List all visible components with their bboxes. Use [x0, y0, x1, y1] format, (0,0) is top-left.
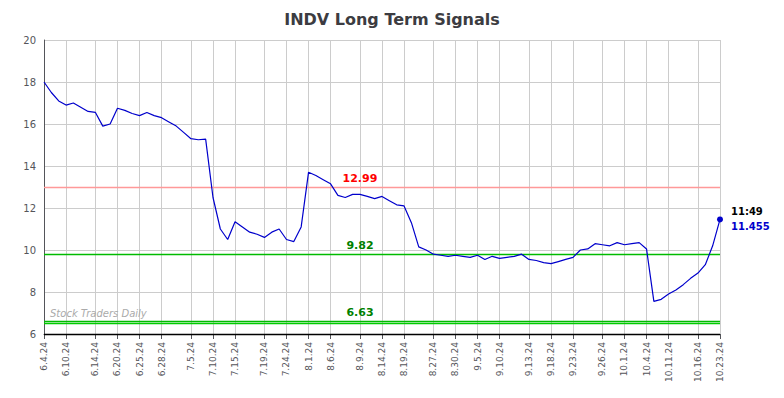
svg-text:6.10.24: 6.10.24: [61, 342, 71, 377]
svg-text:8.19.24: 8.19.24: [399, 342, 409, 377]
svg-text:10.4.24: 10.4.24: [642, 342, 652, 377]
svg-text:7.15.24: 7.15.24: [230, 342, 240, 377]
svg-text:8.1.24: 8.1.24: [304, 342, 314, 371]
svg-text:9.5.24: 9.5.24: [473, 342, 483, 371]
svg-text:7.5.24: 7.5.24: [186, 342, 196, 371]
svg-text:10.16.24: 10.16.24: [693, 342, 703, 382]
svg-text:8.30.24: 8.30.24: [450, 342, 460, 377]
svg-text:INDV Long Term Signals: INDV Long Term Signals: [284, 10, 500, 29]
svg-text:9.23.24: 9.23.24: [568, 342, 578, 377]
svg-text:10.23.24: 10.23.24: [715, 342, 725, 382]
svg-text:9.26.24: 9.26.24: [597, 342, 607, 377]
svg-text:12: 12: [23, 203, 36, 214]
svg-text:11:49: 11:49: [731, 206, 763, 217]
svg-text:10.1.24: 10.1.24: [619, 342, 629, 377]
svg-text:8: 8: [30, 287, 36, 298]
svg-text:8.14.24: 8.14.24: [377, 342, 387, 377]
svg-text:9.18.24: 9.18.24: [546, 342, 556, 377]
svg-text:8.6.24: 8.6.24: [326, 342, 336, 371]
svg-text:12.99: 12.99: [343, 172, 378, 185]
svg-text:10.11.24: 10.11.24: [664, 342, 674, 382]
svg-text:20: 20: [23, 35, 36, 46]
svg-text:9.13.24: 9.13.24: [524, 342, 534, 377]
svg-text:8.9.24: 8.9.24: [355, 342, 365, 371]
svg-text:6.14.24: 6.14.24: [90, 342, 100, 377]
svg-text:6.63: 6.63: [346, 306, 373, 319]
svg-text:16: 16: [23, 119, 36, 130]
svg-text:7.24.24: 7.24.24: [281, 342, 291, 377]
svg-text:6.28.24: 6.28.24: [157, 342, 167, 377]
svg-text:7.10.24: 7.10.24: [208, 342, 218, 377]
svg-text:9.10.24: 9.10.24: [495, 342, 505, 377]
svg-text:11.455: 11.455: [731, 221, 770, 232]
svg-text:6.25.24: 6.25.24: [135, 342, 145, 377]
svg-text:8.27.24: 8.27.24: [428, 342, 438, 377]
svg-text:14: 14: [23, 161, 36, 172]
svg-text:Stock Traders Daily: Stock Traders Daily: [50, 308, 148, 319]
svg-text:6.20.24: 6.20.24: [112, 342, 122, 377]
svg-text:18: 18: [23, 77, 36, 88]
svg-text:9.82: 9.82: [346, 239, 373, 252]
svg-text:10: 10: [23, 245, 36, 256]
svg-text:6: 6: [30, 329, 36, 340]
svg-text:6.4.24: 6.4.24: [39, 342, 49, 371]
svg-text:7.19.24: 7.19.24: [259, 342, 269, 377]
